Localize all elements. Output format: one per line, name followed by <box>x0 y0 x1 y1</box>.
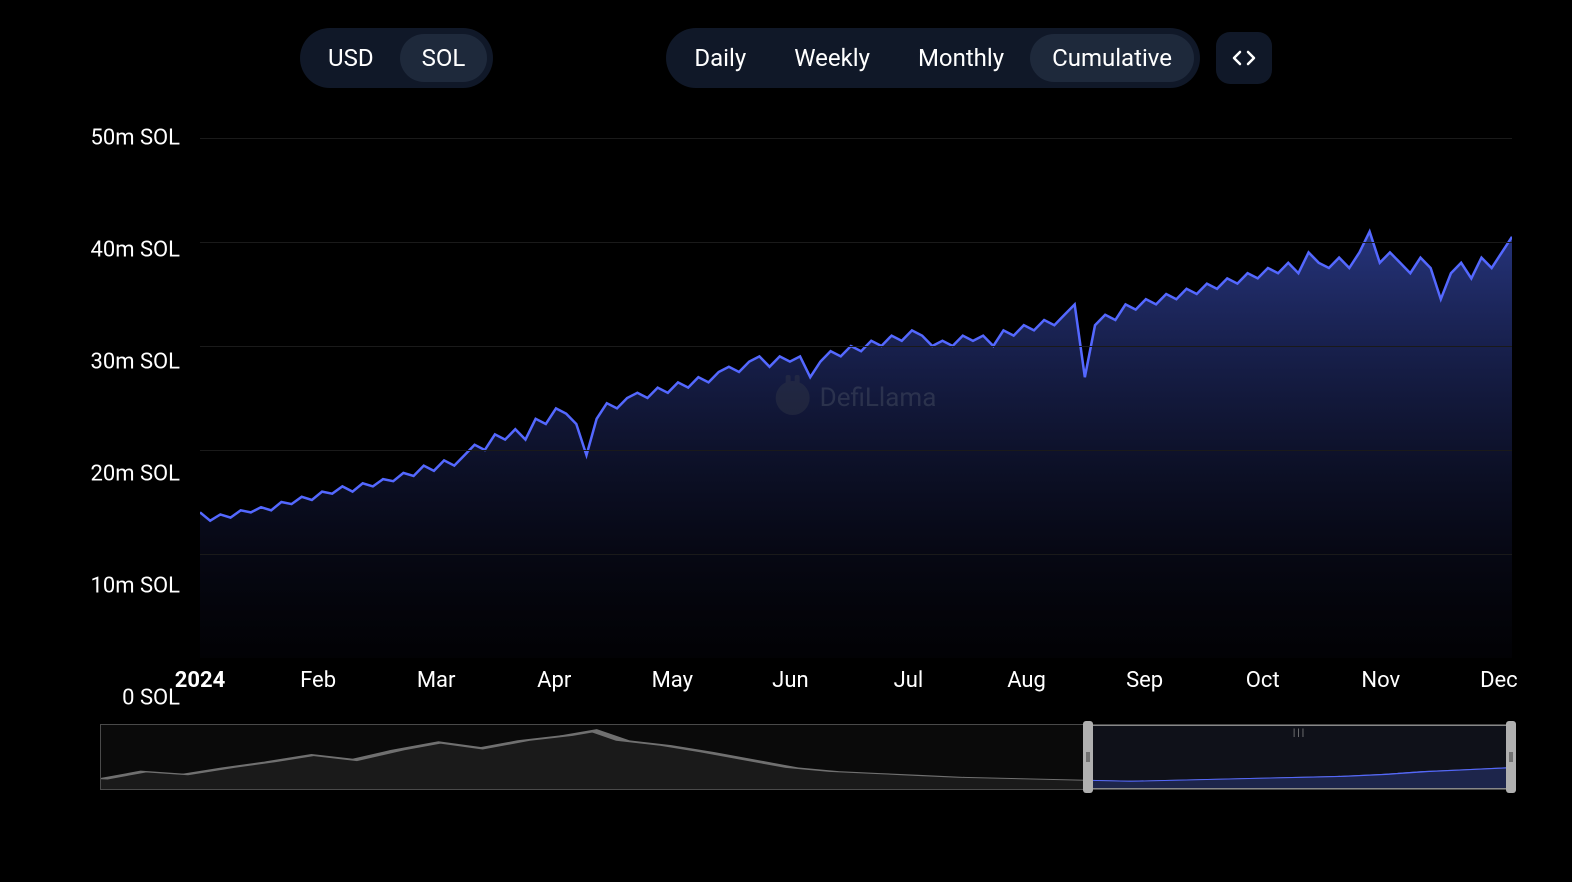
period-monthly-button[interactable]: Monthly <box>896 34 1026 82</box>
x-axis-label: Jun <box>772 668 808 693</box>
gridline <box>200 450 1512 451</box>
y-axis-label: 40m SOL <box>90 238 180 263</box>
x-axis-label: Jul <box>894 668 924 693</box>
x-axis-label: Dec <box>1480 668 1518 693</box>
x-axis-label: Feb <box>300 668 336 693</box>
plot-region[interactable]: DefiLlama <box>200 138 1512 658</box>
x-axis-label: Oct <box>1246 668 1280 693</box>
period-weekly-button[interactable]: Weekly <box>772 34 892 82</box>
handle-grip-icon <box>1085 750 1091 764</box>
x-axis: 2024 Feb Mar Apr May Jun Jul Aug Sep Oct… <box>200 662 1512 698</box>
x-axis-label: Nov <box>1361 668 1400 693</box>
code-icon <box>1231 48 1257 68</box>
x-axis-label: Mar <box>417 668 456 693</box>
toolbar: USD SOL Daily Weekly Monthly Cumulative <box>40 28 1532 88</box>
x-axis-label: May <box>652 668 693 693</box>
chart-area: 50m SOL 40m SOL 30m SOL 20m SOL 10m SOL … <box>40 138 1532 698</box>
right-controls: Daily Weekly Monthly Cumulative <box>666 28 1272 88</box>
period-daily-button[interactable]: Daily <box>672 34 768 82</box>
y-axis-label: 10m SOL <box>90 574 180 599</box>
x-axis-label: Aug <box>1007 668 1046 693</box>
navigator-handle-left[interactable] <box>1083 721 1093 793</box>
navigator-selection[interactable]: ||| <box>1088 725 1511 789</box>
handle-grip-icon <box>1508 750 1514 764</box>
gridline <box>200 242 1512 243</box>
range-navigator[interactable]: ||| <box>100 724 1512 790</box>
y-axis: 50m SOL 40m SOL 30m SOL 20m SOL 10m SOL … <box>40 138 190 698</box>
area-chart-svg <box>200 138 1512 658</box>
navigator-handle-right[interactable] <box>1506 721 1516 793</box>
y-axis-label: 50m SOL <box>90 126 180 151</box>
currency-sol-button[interactable]: SOL <box>400 34 488 82</box>
period-cumulative-button[interactable]: Cumulative <box>1030 34 1194 82</box>
period-toggle-group: Daily Weekly Monthly Cumulative <box>666 28 1200 88</box>
x-axis-label: Apr <box>537 668 571 693</box>
gridline <box>200 554 1512 555</box>
gridline <box>200 138 1512 139</box>
x-axis-label: Sep <box>1126 668 1163 693</box>
gridline <box>200 346 1512 347</box>
currency-usd-button[interactable]: USD <box>306 34 396 82</box>
x-axis-year-label: 2024 <box>175 668 226 693</box>
y-axis-label: 0 SOL <box>122 686 180 711</box>
y-axis-label: 20m SOL <box>90 462 180 487</box>
chart-container: USD SOL Daily Weekly Monthly Cumulative … <box>0 0 1572 882</box>
embed-button[interactable] <box>1216 32 1272 84</box>
y-axis-label: 30m SOL <box>90 350 180 375</box>
currency-toggle-group: USD SOL <box>300 28 493 88</box>
grip-icon: ||| <box>1293 728 1306 739</box>
